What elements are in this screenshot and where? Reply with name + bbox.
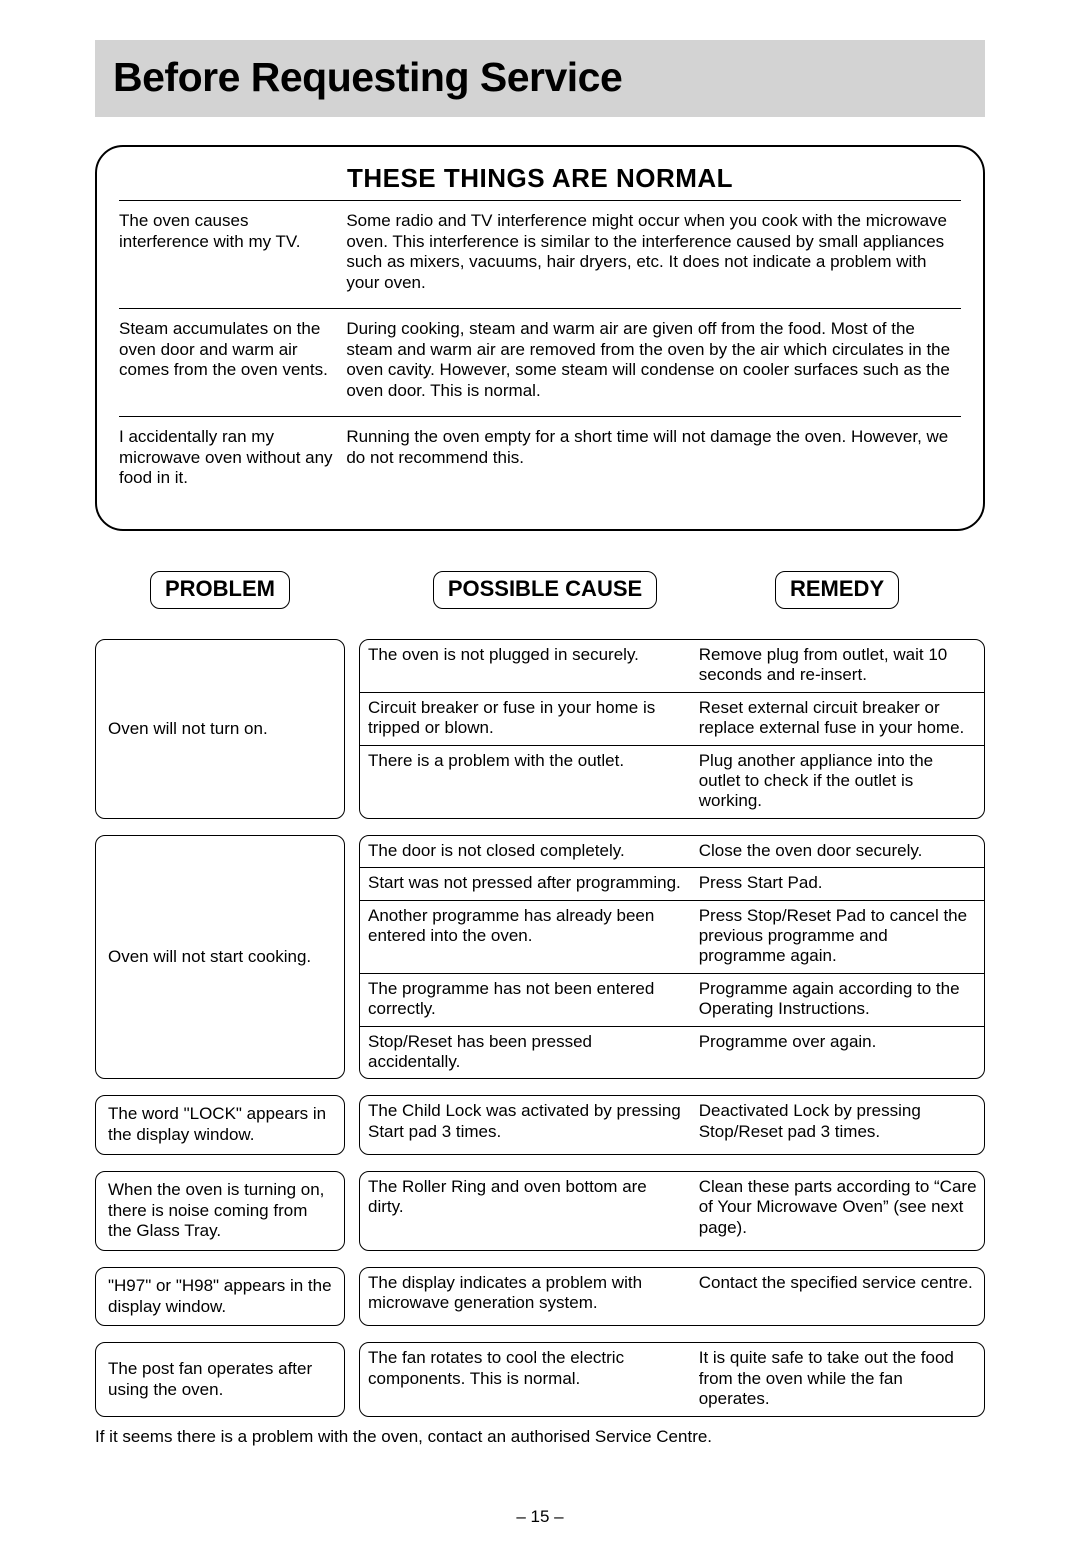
troubleshoot-group: Oven will not start cooking. The door is… <box>95 835 985 1080</box>
remedy-cell: Press Stop/Reset Pad to cancel the previ… <box>691 901 984 973</box>
page-title: Before Requesting Service <box>113 54 967 101</box>
remedy-cell: Contact the specified service centre. <box>691 1268 984 1320</box>
table-row: Circuit breaker or fuse in your home is … <box>360 692 984 745</box>
table-row: The door is not closed completely. Close… <box>360 836 984 867</box>
header-problem: PROBLEM <box>150 571 290 609</box>
table-row: The Child Lock was activated by pressing… <box>360 1096 984 1148</box>
cause-cell: There is a problem with the outlet. <box>360 746 691 818</box>
cause-cell: Another programme has already been enter… <box>360 901 691 973</box>
table-row: The oven is not plugged in securely. Rem… <box>360 640 984 692</box>
normal-things-box: THESE THINGS ARE NORMAL The oven causes … <box>95 145 985 531</box>
remedy-cell: Reset external circuit breaker or replac… <box>691 693 984 745</box>
troubleshoot-group: Oven will not turn on. The oven is not p… <box>95 639 985 819</box>
table-row: Stop/Reset has been pressed accidentally… <box>360 1026 984 1079</box>
footer-note: If it seems there is a problem with the … <box>95 1427 985 1447</box>
cause-remedy-box: The fan rotates to cool the electric com… <box>359 1342 985 1416</box>
normal-things-table: The oven causes interference with my TV.… <box>119 200 961 503</box>
normal-right: Running the oven empty for a short time … <box>346 416 961 503</box>
remedy-cell: Plug another appliance into the outlet t… <box>691 746 984 818</box>
normal-right: During cooking, steam and warm air are g… <box>346 308 961 416</box>
problem-cell: When the oven is turning on, there is no… <box>95 1171 345 1251</box>
cause-cell: The door is not closed completely. <box>360 836 691 867</box>
problem-cell: The post fan operates after using the ov… <box>95 1342 345 1416</box>
table-row: The oven causes interference with my TV.… <box>119 201 961 309</box>
cause-cell: Circuit breaker or fuse in your home is … <box>360 693 691 745</box>
cause-remedy-box: The Child Lock was activated by pressing… <box>359 1095 985 1154</box>
troubleshoot-group: The post fan operates after using the ov… <box>95 1342 985 1416</box>
cause-remedy-box: The Roller Ring and oven bottom are dirt… <box>359 1171 985 1251</box>
table-row: Start was not pressed after programming.… <box>360 867 984 899</box>
table-row: The Roller Ring and oven bottom are dirt… <box>360 1172 984 1244</box>
table-row: Another programme has already been enter… <box>360 900 984 973</box>
troubleshoot-group: The word "LOCK" appears in the display w… <box>95 1095 985 1154</box>
remedy-cell: Close the oven door securely. <box>691 836 984 867</box>
problem-cell: "H97" or "H98" appears in the display wi… <box>95 1267 345 1326</box>
table-row: I accidentally ran my microwave oven wit… <box>119 416 961 503</box>
problem-cell: Oven will not start cooking. <box>95 835 345 1080</box>
remedy-cell: Programme over again. <box>691 1027 984 1079</box>
problem-cell: Oven will not turn on. <box>95 639 345 819</box>
cause-cell: Stop/Reset has been pressed accidentally… <box>360 1027 691 1079</box>
cause-remedy-box: The display indicates a problem with mic… <box>359 1267 985 1326</box>
table-row: Steam accumulates on the oven door and w… <box>119 308 961 416</box>
header-problem-wrap: PROBLEM <box>95 571 345 609</box>
title-bar: Before Requesting Service <box>95 40 985 117</box>
remedy-cell: Programme again according to the Operati… <box>691 974 984 1026</box>
remedy-cell: Deactivated Lock by pressing Stop/Reset … <box>691 1096 984 1148</box>
table-row: The programme has not been entered corre… <box>360 973 984 1026</box>
header-cause: POSSIBLE CAUSE <box>433 571 657 609</box>
header-cause-wrap: POSSIBLE CAUSE <box>345 571 725 609</box>
normal-left: The oven causes interference with my TV. <box>119 201 346 309</box>
cause-cell: The display indicates a problem with mic… <box>360 1268 691 1320</box>
problem-cell: The word "LOCK" appears in the display w… <box>95 1095 345 1154</box>
remedy-cell: Press Start Pad. <box>691 868 984 899</box>
cause-remedy-box: The oven is not plugged in securely. Rem… <box>359 639 985 819</box>
header-remedy: REMEDY <box>775 571 899 609</box>
cause-cell: The Child Lock was activated by pressing… <box>360 1096 691 1148</box>
header-remedy-wrap: REMEDY <box>725 571 955 609</box>
remedy-cell: It is quite safe to take out the food fr… <box>691 1343 984 1415</box>
cause-cell: The fan rotates to cool the electric com… <box>360 1343 691 1415</box>
page-number: – 15 – <box>95 1507 985 1527</box>
table-row: The fan rotates to cool the electric com… <box>360 1343 984 1415</box>
cause-cell: The oven is not plugged in securely. <box>360 640 691 692</box>
cause-remedy-box: The door is not closed completely. Close… <box>359 835 985 1080</box>
troubleshoot-group: "H97" or "H98" appears in the display wi… <box>95 1267 985 1326</box>
normal-right: Some radio and TV interference might occ… <box>346 201 961 309</box>
cause-cell: Start was not pressed after programming. <box>360 868 691 899</box>
normal-things-title: THESE THINGS ARE NORMAL <box>119 163 961 194</box>
normal-left: Steam accumulates on the oven door and w… <box>119 308 346 416</box>
cause-cell: The programme has not been entered corre… <box>360 974 691 1026</box>
cause-cell: The Roller Ring and oven bottom are dirt… <box>360 1172 691 1244</box>
remedy-cell: Remove plug from outlet, wait 10 seconds… <box>691 640 984 692</box>
remedy-cell: Clean these parts according to “Care of … <box>691 1172 984 1244</box>
troubleshoot-group: When the oven is turning on, there is no… <box>95 1171 985 1251</box>
normal-left: I accidentally ran my microwave oven wit… <box>119 416 346 503</box>
troubleshoot-headers: PROBLEM POSSIBLE CAUSE REMEDY <box>95 571 985 609</box>
table-row: There is a problem with the outlet. Plug… <box>360 745 984 818</box>
table-row: The display indicates a problem with mic… <box>360 1268 984 1320</box>
troubleshoot-table: Oven will not turn on. The oven is not p… <box>95 639 985 1417</box>
